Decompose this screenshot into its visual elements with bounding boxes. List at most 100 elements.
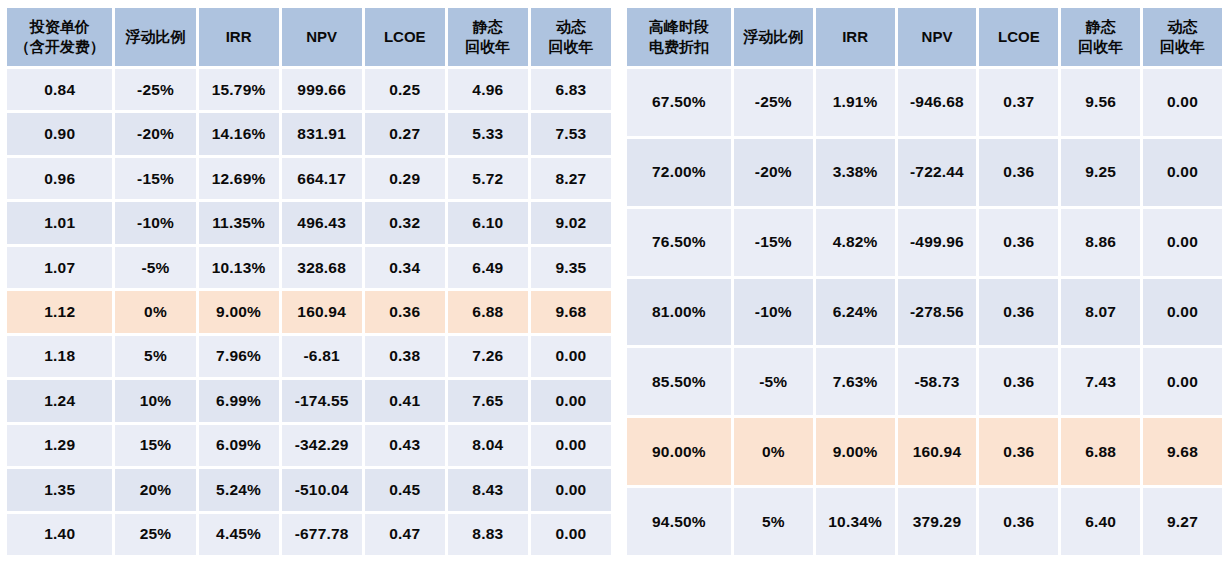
cell: 160.94: [282, 291, 362, 332]
column-header: LCOE: [365, 8, 445, 66]
cell: 0.00: [531, 469, 611, 510]
cell: 4.45%: [199, 514, 279, 555]
cell: 10%: [115, 380, 195, 421]
cell: 664.17: [282, 158, 362, 199]
peak-period-tariff-discount-sensitivity-table: 高峰时段 电费折扣浮动比例IRRNPVLCOE静态 回收年动态 回收年67.50…: [624, 5, 1225, 558]
cell: 1.01: [7, 202, 112, 243]
cell: 0.37: [979, 69, 1058, 136]
cell: 94.50%: [627, 488, 731, 555]
cell: 81.00%: [627, 279, 731, 346]
cell: -174.55: [282, 380, 362, 421]
cell: -15%: [734, 209, 813, 276]
cell: 9.02: [531, 202, 611, 243]
table-row: 85.50%-5%7.63%-58.730.367.430.00: [627, 348, 1222, 415]
table-row: 1.3520%5.24%-510.040.458.430.00: [7, 469, 611, 510]
cell: 1.07: [7, 247, 112, 288]
cell: 160.94: [898, 418, 977, 485]
cell: 7.63%: [816, 348, 895, 415]
cell: 999.66: [282, 69, 362, 110]
cell: 5.24%: [199, 469, 279, 510]
cell: 8.83: [448, 514, 528, 555]
cell: 0.00: [531, 514, 611, 555]
cell: 9.68: [1143, 418, 1222, 485]
table-row: 94.50%5%10.34%379.290.366.409.27: [627, 488, 1222, 555]
cell: 6.83: [531, 69, 611, 110]
cell: 0.36: [979, 348, 1058, 415]
cell: 0.36: [979, 279, 1058, 346]
cell: 0.00: [1143, 279, 1222, 346]
cell: -25%: [115, 69, 195, 110]
column-header: 动态 回收年: [1143, 8, 1222, 66]
cell: 6.99%: [199, 380, 279, 421]
column-header: 投资单价 （含开发费）: [7, 8, 112, 66]
cell: 6.88: [1061, 418, 1140, 485]
cell: 831.91: [282, 113, 362, 154]
cell: 6.49: [448, 247, 528, 288]
cell: 0.00: [1143, 209, 1222, 276]
cell: 379.29: [898, 488, 977, 555]
cell: 1.40: [7, 514, 112, 555]
cell: -20%: [734, 139, 813, 206]
cell: 12.69%: [199, 158, 279, 199]
cell: 328.68: [282, 247, 362, 288]
table-row: 1.185%7.96%-6.810.387.260.00: [7, 336, 611, 377]
cell: 0.36: [979, 209, 1058, 276]
cell: 10.34%: [816, 488, 895, 555]
cell: -342.29: [282, 425, 362, 466]
cell: 6.40: [1061, 488, 1140, 555]
cell: 6.10: [448, 202, 528, 243]
cell: 1.35: [7, 469, 112, 510]
table-row: 0.90-20%14.16%831.910.275.337.53: [7, 113, 611, 154]
cell: 0.00: [1143, 69, 1222, 136]
cell: -677.78: [282, 514, 362, 555]
table-row: 1.2915%6.09%-342.290.438.040.00: [7, 425, 611, 466]
cell: 8.04: [448, 425, 528, 466]
cell: 67.50%: [627, 69, 731, 136]
cell: 8.86: [1061, 209, 1140, 276]
cell: 8.43: [448, 469, 528, 510]
cell: 0.43: [365, 425, 445, 466]
cell: 7.53: [531, 113, 611, 154]
investment-unit-price-sensitivity-table: 投资单价 （含开发费）浮动比例IRRNPVLCOE静态 回收年动态 回收年0.8…: [4, 5, 614, 558]
cell: 0.00: [1143, 139, 1222, 206]
cell: 0.36: [365, 291, 445, 332]
cell: 11.35%: [199, 202, 279, 243]
cell: 90.00%: [627, 418, 731, 485]
cell: 8.27: [531, 158, 611, 199]
cell: 0.90: [7, 113, 112, 154]
cell: -10%: [115, 202, 195, 243]
cell: 6.88: [448, 291, 528, 332]
cell: 85.50%: [627, 348, 731, 415]
cell: -20%: [115, 113, 195, 154]
cell: 0.32: [365, 202, 445, 243]
cell: 9.25: [1061, 139, 1140, 206]
cell: 0%: [115, 291, 195, 332]
slide-page: 投资单价 （含开发费）浮动比例IRRNPVLCOE静态 回收年动态 回收年0.8…: [0, 0, 1228, 563]
cell: 9.27: [1143, 488, 1222, 555]
cell: 0.41: [365, 380, 445, 421]
cell: 1.12: [7, 291, 112, 332]
cell: 15%: [115, 425, 195, 466]
column-header: NPV: [898, 8, 977, 66]
cell: -15%: [115, 158, 195, 199]
cell: -5%: [115, 247, 195, 288]
cell: 0.00: [531, 380, 611, 421]
table-row: 67.50%-25%1.91%-946.680.379.560.00: [627, 69, 1222, 136]
column-header: NPV: [282, 8, 362, 66]
header-row: 投资单价 （含开发费）浮动比例IRRNPVLCOE静态 回收年动态 回收年: [7, 8, 611, 66]
cell: -499.96: [898, 209, 977, 276]
cell: 0.36: [979, 418, 1058, 485]
cell: 9.00%: [199, 291, 279, 332]
table-row: 1.07-5%10.13%328.680.346.499.35: [7, 247, 611, 288]
cell: 0.29: [365, 158, 445, 199]
cell: 6.09%: [199, 425, 279, 466]
table-row: 76.50%-15%4.82%-499.960.368.860.00: [627, 209, 1222, 276]
cell: 20%: [115, 469, 195, 510]
cell: 7.65: [448, 380, 528, 421]
table-row: 0.96-15%12.69%664.170.295.728.27: [7, 158, 611, 199]
column-header: LCOE: [979, 8, 1058, 66]
cell: -58.73: [898, 348, 977, 415]
cell: 0.00: [531, 336, 611, 377]
table-row: 1.2410%6.99%-174.550.417.650.00: [7, 380, 611, 421]
column-header: 动态 回收年: [531, 8, 611, 66]
